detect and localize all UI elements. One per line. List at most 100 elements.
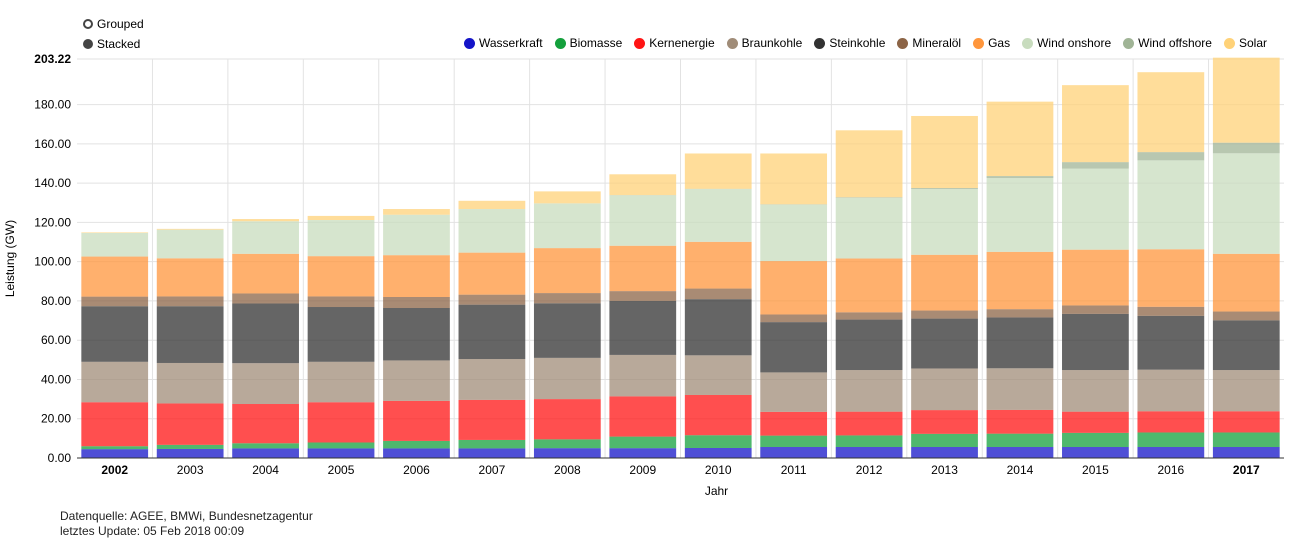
- bar-segment-solar-2002[interactable]: [81, 232, 149, 233]
- bar-segment-gas-2014[interactable]: [986, 251, 1054, 310]
- bar-segment-kernenergie-2015[interactable]: [1062, 411, 1129, 433]
- bar-segment-wasserkraft-2003[interactable]: [156, 448, 224, 458]
- legend-item-steinkohle[interactable]: Steinkohle: [814, 36, 885, 50]
- bar-segment-kernenergie-2012[interactable]: [835, 411, 903, 436]
- bar-segment-wind-onshore-2007[interactable]: [458, 209, 526, 253]
- bar-segment-wind-offshore-2015[interactable]: [1062, 162, 1129, 169]
- bar-segment-steinkohle-2016[interactable]: [1137, 315, 1205, 370]
- bar-segment-biomasse-2007[interactable]: [458, 439, 526, 449]
- bar-segment-biomasse-2003[interactable]: [156, 444, 224, 449]
- bar-segment-braunkohle-2002[interactable]: [81, 361, 149, 403]
- bar-segment-gas-2011[interactable]: [760, 261, 828, 315]
- legend-item-wasserkraft[interactable]: Wasserkraft: [464, 36, 543, 50]
- bar-segment-gas-2004[interactable]: [232, 253, 299, 294]
- bar-segment-braunkohle-2010[interactable]: [684, 355, 752, 395]
- bar-segment-biomasse-2010[interactable]: [684, 435, 752, 448]
- bar-segment-biomasse-2009[interactable]: [609, 436, 677, 449]
- bar-segment-kernenergie-2014[interactable]: [986, 409, 1054, 434]
- bar-segment-kernenergie-2008[interactable]: [533, 399, 601, 440]
- bar-segment-wind-onshore-2015[interactable]: [1062, 168, 1129, 250]
- bar-segment-gas-2009[interactable]: [609, 245, 677, 292]
- bar-segment-braunkohle-2016[interactable]: [1137, 369, 1205, 412]
- legend-item-biomasse[interactable]: Biomasse: [554, 36, 622, 50]
- bar-segment-steinkohle-2004[interactable]: [232, 303, 299, 364]
- bar-segment-solar-2014[interactable]: [986, 101, 1054, 177]
- legend-item-mineral-l[interactable]: Mineralöl: [897, 36, 961, 50]
- bar-segment-mineral-l-2002[interactable]: [81, 296, 149, 307]
- bar-segment-wasserkraft-2005[interactable]: [307, 448, 375, 458]
- bar-segment-biomasse-2017[interactable]: [1212, 432, 1280, 448]
- bar-segment-wasserkraft-2012[interactable]: [835, 447, 903, 458]
- bar-segment-gas-2016[interactable]: [1137, 249, 1205, 307]
- stacked-radio-icon[interactable]: [83, 39, 93, 49]
- bar-segment-steinkohle-2009[interactable]: [609, 300, 677, 355]
- bar-segment-kernenergie-2004[interactable]: [232, 404, 299, 444]
- bar-segment-wasserkraft-2011[interactable]: [760, 447, 828, 458]
- bar-segment-steinkohle-2005[interactable]: [307, 307, 375, 362]
- bar-segment-mineral-l-2004[interactable]: [232, 293, 299, 304]
- bar-segment-biomasse-2015[interactable]: [1062, 432, 1129, 448]
- bar-segment-wasserkraft-2006[interactable]: [383, 448, 450, 458]
- bar-segment-wind-offshore-2013[interactable]: [911, 188, 978, 190]
- bar-segment-gas-2002[interactable]: [81, 256, 149, 297]
- bar-segment-braunkohle-2013[interactable]: [911, 368, 978, 411]
- bar-segment-braunkohle-2009[interactable]: [609, 354, 677, 397]
- bar-segment-wasserkraft-2010[interactable]: [684, 447, 752, 458]
- bar-segment-wasserkraft-2017[interactable]: [1212, 447, 1280, 458]
- bar-segment-steinkohle-2011[interactable]: [760, 322, 828, 373]
- bar-segment-steinkohle-2002[interactable]: [81, 306, 149, 362]
- bar-segment-mineral-l-2012[interactable]: [835, 312, 903, 320]
- bar-segment-wasserkraft-2013[interactable]: [911, 447, 978, 458]
- bar-segment-wasserkraft-2008[interactable]: [533, 448, 601, 458]
- bar-segment-mineral-l-2009[interactable]: [609, 291, 677, 301]
- bar-segment-biomasse-2011[interactable]: [760, 435, 828, 448]
- bar-segment-gas-2017[interactable]: [1212, 253, 1280, 312]
- bar-segment-biomasse-2014[interactable]: [986, 433, 1054, 448]
- bar-segment-biomasse-2004[interactable]: [232, 443, 299, 449]
- bar-segment-steinkohle-2010[interactable]: [684, 299, 752, 356]
- bar-segment-steinkohle-2008[interactable]: [533, 303, 601, 358]
- bar-segment-mineral-l-2014[interactable]: [986, 309, 1054, 318]
- bar-segment-kernenergie-2016[interactable]: [1137, 411, 1205, 433]
- legend-item-kernenergie[interactable]: Kernenergie: [634, 36, 715, 50]
- bar-segment-braunkohle-2007[interactable]: [458, 359, 526, 400]
- bar-segment-biomasse-2006[interactable]: [383, 440, 450, 449]
- bar-segment-wasserkraft-2015[interactable]: [1062, 447, 1129, 458]
- bar-segment-gas-2005[interactable]: [307, 256, 375, 297]
- bar-segment-gas-2008[interactable]: [533, 248, 601, 294]
- bar-segment-steinkohle-2007[interactable]: [458, 304, 526, 360]
- bar-segment-braunkohle-2011[interactable]: [760, 372, 828, 412]
- bar-segment-mineral-l-2011[interactable]: [760, 314, 828, 323]
- bar-segment-braunkohle-2008[interactable]: [533, 357, 601, 400]
- bar-segment-solar-2007[interactable]: [458, 200, 526, 210]
- bar-segment-wind-onshore-2013[interactable]: [911, 189, 978, 255]
- stacked-option[interactable]: Stacked: [83, 37, 140, 51]
- legend-item-wind-offshore[interactable]: Wind offshore: [1123, 36, 1212, 50]
- bar-segment-mineral-l-2010[interactable]: [684, 288, 752, 300]
- bar-segment-wind-onshore-2002[interactable]: [81, 232, 149, 257]
- bar-segment-wind-offshore-2016[interactable]: [1137, 152, 1205, 161]
- bar-segment-steinkohle-2014[interactable]: [986, 317, 1054, 369]
- bar-segment-mineral-l-2005[interactable]: [307, 296, 375, 308]
- bar-segment-steinkohle-2012[interactable]: [835, 319, 903, 371]
- bar-segment-wind-onshore-2017[interactable]: [1212, 153, 1280, 254]
- bar-segment-braunkohle-2012[interactable]: [835, 370, 903, 412]
- bar-segment-mineral-l-2006[interactable]: [383, 297, 450, 308]
- bar-segment-solar-2003[interactable]: [156, 228, 224, 230]
- bar-segment-braunkohle-2006[interactable]: [383, 360, 450, 401]
- bar-segment-wind-offshore-2017[interactable]: [1212, 142, 1280, 154]
- bar-segment-gas-2010[interactable]: [684, 241, 752, 289]
- bar-segment-kernenergie-2010[interactable]: [684, 394, 752, 436]
- bar-segment-gas-2015[interactable]: [1062, 249, 1129, 306]
- bar-segment-wind-onshore-2011[interactable]: [760, 204, 828, 262]
- bar-segment-wind-onshore-2012[interactable]: [835, 197, 903, 259]
- bar-segment-biomasse-2008[interactable]: [533, 439, 601, 449]
- bar-segment-kernenergie-2009[interactable]: [609, 396, 677, 437]
- bar-segment-solar-2013[interactable]: [911, 115, 978, 189]
- bar-segment-braunkohle-2017[interactable]: [1212, 370, 1280, 412]
- bar-segment-wind-onshore-2004[interactable]: [232, 221, 299, 254]
- bar-segment-gas-2013[interactable]: [911, 254, 978, 311]
- bar-segment-wasserkraft-2014[interactable]: [986, 447, 1054, 458]
- bar-segment-kernenergie-2013[interactable]: [911, 410, 978, 434]
- bar-segment-solar-2015[interactable]: [1062, 85, 1129, 163]
